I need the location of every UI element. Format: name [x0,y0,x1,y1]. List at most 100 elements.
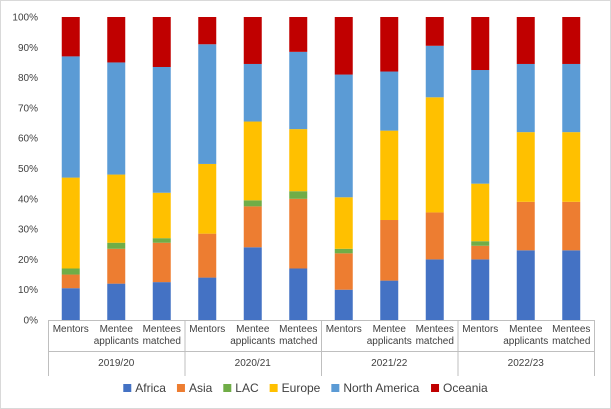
bar-segment-north-america [334,74,353,198]
bar-segment-north-america [380,71,399,131]
bar-segment-lac [61,268,80,275]
legend-swatch [331,384,340,392]
bar-segment-asia [289,198,308,269]
bar-segment-africa [198,277,217,320]
bar-segment-africa [380,280,399,320]
bar-segment-europe [289,129,308,192]
category-label: applicants [503,336,548,347]
bar-segment-oceania [107,17,126,63]
bar-segment-lac [107,242,126,249]
bar-segment-north-america [243,63,262,122]
bar-segment-europe [471,183,490,242]
y-tick-label: 40% [18,194,38,205]
bar-segment-north-america [471,70,490,184]
group-label: 2020/21 [235,358,272,369]
bar-segment-africa [243,247,262,320]
category-label: Mentors [462,324,498,335]
bar-segment-oceania [562,17,581,64]
bar-segment-europe [107,174,126,243]
bar-segment-europe [562,132,581,202]
bar-segment-africa [425,259,444,320]
category-label: Mentees [143,324,181,335]
legend-label: LAC [235,381,259,395]
bar-segment-lac [289,191,308,199]
category-label: Mentors [189,324,225,335]
category-label: matched [279,336,317,347]
bar-segment-asia [152,242,171,283]
y-tick-label: 90% [18,43,38,54]
bar-segment-africa [152,282,171,320]
legend-swatch [269,384,278,392]
bar-segment-oceania [425,17,444,46]
bar-segment-oceania [516,17,535,64]
bar-segment-africa [289,268,308,320]
bar-segment-lac [334,248,353,254]
bar-segment-north-america [562,63,581,133]
bar-segment-europe [243,121,262,201]
legend-swatch [123,384,132,392]
bar-segment-africa [334,289,353,320]
bar-segment-europe [516,132,535,202]
bar-segment-europe [61,177,80,269]
category-label: matched [552,336,590,347]
group-label: 2021/22 [371,358,408,369]
bar-segment-north-america [61,56,80,178]
bar-segment-north-america [198,44,217,164]
bar-segment-europe [380,130,399,221]
category-label: Mentees [552,324,590,335]
bar-segment-oceania [380,17,399,72]
bar-segment-europe [334,197,353,249]
bar-segment-lac [152,238,171,243]
bar-segment-north-america [425,45,444,98]
legend-label: Asia [189,381,213,395]
bar-segment-asia [61,274,80,289]
bar-segment-lac [471,241,490,246]
bar-segment-asia [380,220,399,281]
category-label: Mentees [279,324,317,335]
bar-segment-africa [471,259,490,320]
y-tick-label: 20% [18,255,38,266]
category-label: Mentors [53,324,89,335]
bar-segment-africa [61,288,80,320]
bar-segment-north-america [107,62,126,175]
category-label: Mentee [373,324,407,335]
bar-segment-europe [198,163,217,234]
legend-swatch [176,384,185,392]
y-tick-label: 10% [18,285,38,296]
category-label: matched [416,336,454,347]
bar-segment-europe [152,192,171,239]
y-tick-label: 50% [18,164,38,175]
bar-segment-asia [107,248,126,284]
bar-segment-asia [198,233,217,278]
bar-segment-oceania [152,17,171,67]
bar-segment-oceania [334,17,353,75]
legend-swatch [431,384,440,392]
category-label: Mentors [326,324,362,335]
bar-segment-asia [334,253,353,290]
bar-segment-oceania [471,17,490,71]
y-tick-label: 100% [12,13,38,24]
y-tick-label: 30% [18,225,38,236]
legend-label: Africa [135,381,166,395]
bar-segment-asia [562,201,581,251]
y-tick-label: 60% [18,134,38,145]
bar-segment-oceania [198,17,217,45]
category-label: Mentee [100,324,134,335]
bar-segment-oceania [61,17,80,57]
bar-segment-north-america [289,51,308,130]
category-label: Mentee [509,324,543,335]
legend-label: North America [343,381,419,395]
bar-segment-north-america [152,66,171,193]
legend-label: Europe [282,381,321,395]
legend-swatch [223,384,232,392]
y-tick-label: 80% [18,73,38,84]
category-label: applicants [94,336,139,347]
category-label: Mentee [236,324,270,335]
legend-label: Oceania [443,381,488,395]
bar-segment-africa [107,283,126,320]
category-label: Mentees [416,324,454,335]
bar-segment-oceania [243,17,262,64]
category-label: applicants [230,336,275,347]
